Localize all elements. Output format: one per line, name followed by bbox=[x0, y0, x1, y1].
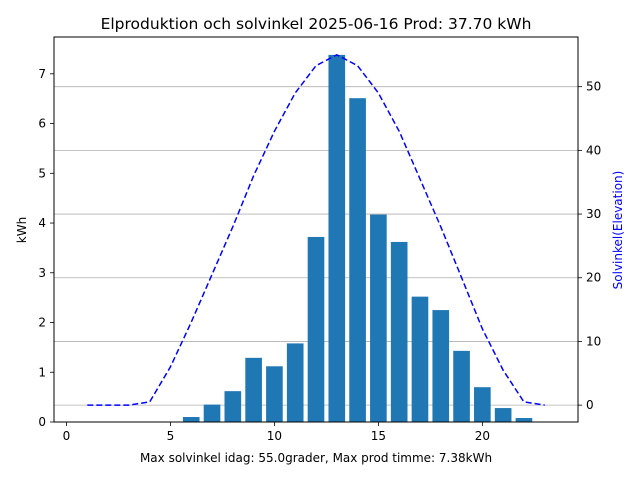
bar bbox=[307, 236, 325, 422]
x-tick-label: 15 bbox=[371, 429, 386, 443]
bar bbox=[349, 98, 366, 423]
bar bbox=[474, 387, 491, 422]
y-tick-label: 0 bbox=[38, 415, 46, 429]
bar bbox=[266, 366, 283, 422]
elevation-line bbox=[87, 53, 545, 406]
y2-tick-label: 40 bbox=[586, 143, 601, 157]
y2-tick-label: 10 bbox=[586, 334, 601, 348]
y-axis-label: kWh bbox=[15, 217, 29, 243]
bar bbox=[515, 418, 533, 422]
bars bbox=[182, 54, 533, 423]
y-tick-label: 6 bbox=[38, 117, 46, 131]
y2-tick-label: 30 bbox=[586, 207, 601, 221]
x-tick-label: 5 bbox=[167, 429, 175, 443]
bar bbox=[286, 343, 304, 422]
plot-frame bbox=[53, 36, 579, 423]
y-tick-label: 5 bbox=[38, 166, 46, 180]
y-tick-label: 4 bbox=[38, 216, 46, 230]
bar bbox=[245, 357, 262, 422]
bar bbox=[182, 417, 200, 422]
y2-tick-label: 20 bbox=[586, 271, 601, 285]
x-tick-label: 20 bbox=[475, 429, 490, 443]
bar bbox=[411, 296, 429, 422]
y2-tick-label: 0 bbox=[586, 398, 594, 412]
bar bbox=[432, 310, 450, 422]
x-tick-label: 10 bbox=[267, 429, 282, 443]
bar bbox=[224, 391, 242, 422]
bar bbox=[390, 241, 408, 422]
chart-title: Elproduktion och solvinkel 2025-06-16 Pr… bbox=[101, 15, 532, 33]
bar bbox=[328, 54, 346, 422]
y-tick-label: 7 bbox=[38, 67, 46, 81]
axis-ticks: 0 5 10 15 20 0 1 2 3 4 5 6 7 0 10 20 30 40 50 bbox=[38, 67, 601, 443]
y-tick-label: 2 bbox=[38, 316, 46, 330]
y2-axis-label: Solvinkel(Elevation) bbox=[611, 171, 625, 290]
y-tick-label: 1 bbox=[38, 365, 46, 379]
x-tick-label: 0 bbox=[63, 429, 71, 443]
bar bbox=[453, 350, 470, 422]
y-tick-label: 3 bbox=[38, 266, 46, 280]
x-axis-label: Max solvinkel idag: 55.0grader, Max prod… bbox=[140, 451, 492, 465]
bar bbox=[203, 404, 221, 422]
bar bbox=[494, 408, 512, 422]
y2-tick-label: 50 bbox=[586, 80, 601, 94]
elevation-series-line bbox=[87, 53, 545, 406]
bar bbox=[370, 214, 387, 422]
